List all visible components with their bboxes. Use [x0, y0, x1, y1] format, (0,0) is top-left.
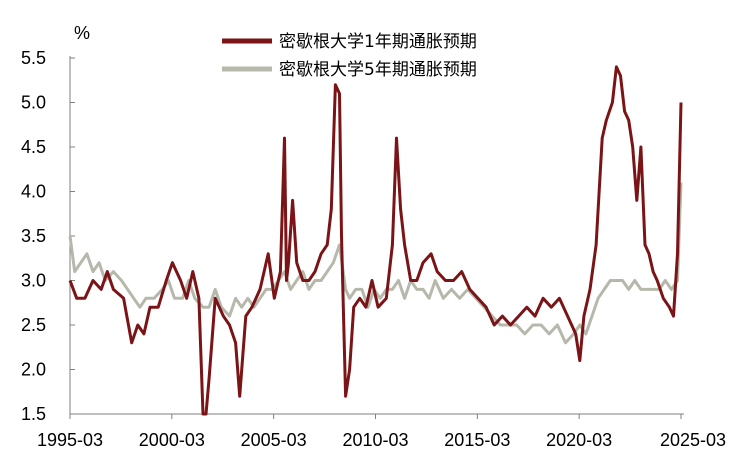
x-tick-label: 2000-03 [139, 430, 205, 450]
y-tick-label: 4.5 [21, 137, 46, 157]
y-tick-label: 3.5 [21, 226, 46, 246]
legend: 密歇根大学1年期通胀预期 密歇根大学5年期通胀预期 [222, 32, 477, 80]
x-axis: 1995-03 2000-03 2005-03 2010-03 2015-03 2020-… [37, 414, 726, 450]
y-tick-label: 4.0 [21, 182, 46, 202]
legend-label-1yr: 密歇根大学1年期通胀预期 [279, 32, 477, 52]
x-tick-label: 2010-03 [342, 430, 408, 450]
x-tick-label: 2020-03 [546, 430, 612, 450]
series-layer [68, 65, 683, 416]
y-tick-label: 2.0 [21, 360, 46, 380]
series-line-5yr [68, 182, 683, 345]
y-tick-label: 2.5 [21, 315, 46, 335]
y-axis: 1.5 2.0 2.5 3.0 3.5 4.0 4.5 5.0 5.5 [21, 48, 75, 424]
y-tick-label: 1.5 [21, 404, 46, 424]
x-tick-label: 2025-03 [660, 430, 726, 450]
y-tick-label: 5.0 [21, 93, 46, 113]
legend-label-5yr: 密歇根大学5年期通胀预期 [279, 60, 477, 80]
series-line-1yr [68, 65, 683, 416]
x-tick-label: 1995-03 [37, 430, 103, 450]
y-tick-label: 5.5 [21, 48, 46, 68]
x-tick-label: 2005-03 [241, 430, 307, 450]
y-unit-label: % [74, 23, 90, 43]
y-tick-label: 3.0 [21, 271, 46, 291]
x-tick-label: 2015-03 [444, 430, 510, 450]
